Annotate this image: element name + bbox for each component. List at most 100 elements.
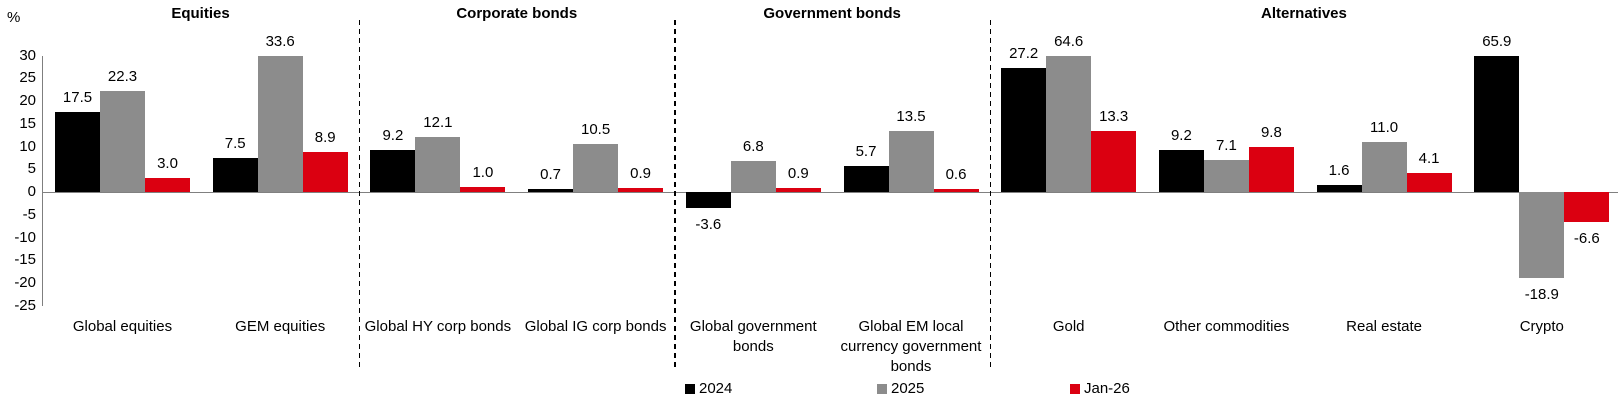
value-label: 13.3 bbox=[1099, 108, 1129, 126]
value-label: 33.6 bbox=[265, 32, 295, 50]
legend-swatch-icon bbox=[1070, 384, 1080, 394]
bar-2024 bbox=[1316, 184, 1362, 192]
category-label: Global equities bbox=[72, 318, 173, 335]
section-title: Equities bbox=[171, 5, 230, 22]
bar-Jan-26 bbox=[1091, 131, 1137, 192]
bar-2025 bbox=[1519, 192, 1565, 278]
bar-2025 bbox=[888, 130, 934, 192]
value-label: 0.9 bbox=[630, 164, 652, 182]
bar-Jan-26 bbox=[145, 178, 190, 192]
value-label: 1.6 bbox=[1328, 161, 1350, 179]
legend-item-2024: 2024 bbox=[685, 381, 732, 397]
y-tick-label: 30 bbox=[19, 46, 36, 64]
value-label: -18.9 bbox=[1524, 285, 1559, 303]
y-tick-label: 10 bbox=[19, 137, 36, 155]
bar-Jan-26 bbox=[775, 187, 821, 192]
y-tick-label: -15 bbox=[14, 251, 36, 269]
category-label: Gold bbox=[1052, 318, 1085, 335]
bar-Jan-26 bbox=[302, 151, 348, 192]
legend-swatch-icon bbox=[877, 384, 887, 394]
value-label: 10.5 bbox=[580, 121, 611, 139]
category-label: Global government bonds bbox=[689, 318, 817, 355]
value-label: 6.8 bbox=[742, 138, 764, 156]
value-label: 22.3 bbox=[107, 67, 138, 85]
y-tick-label: 0 bbox=[27, 183, 36, 200]
category-label: Global IG corp bonds bbox=[524, 318, 667, 335]
y-tick-label: 25 bbox=[19, 69, 36, 87]
value-label: 12.1 bbox=[423, 113, 453, 131]
y-tick-label: 5 bbox=[27, 160, 36, 178]
legend-label: 2024 bbox=[699, 380, 733, 397]
bar-Jan-26 bbox=[1564, 192, 1610, 223]
bar-2025 bbox=[415, 136, 461, 192]
bar-Jan-26 bbox=[1248, 147, 1294, 192]
legend-swatch-icon bbox=[685, 384, 695, 394]
category-label: Crypto bbox=[1519, 318, 1564, 335]
bar-2025 bbox=[1203, 159, 1249, 192]
bar-2025 bbox=[573, 144, 619, 192]
bar-2024 bbox=[1001, 68, 1047, 192]
y-tick-label: -20 bbox=[14, 274, 36, 291]
legend-label: 2025 bbox=[891, 380, 925, 397]
section-title: Government bonds bbox=[763, 5, 901, 22]
value-label: 7.5 bbox=[224, 134, 246, 152]
bar-2025 bbox=[257, 55, 303, 192]
category-label: Other commodities bbox=[1163, 318, 1290, 335]
bar-2024 bbox=[1474, 55, 1520, 192]
legend-item-2025: 2025 bbox=[877, 381, 924, 397]
bar-2024 bbox=[685, 192, 731, 209]
section-title: Alternatives bbox=[1260, 5, 1347, 22]
value-label: 9.8 bbox=[1260, 124, 1282, 142]
section-separator bbox=[359, 20, 361, 368]
value-label: 1.0 bbox=[472, 164, 494, 182]
y-tick-label: 15 bbox=[19, 114, 36, 132]
value-label: 8.9 bbox=[314, 128, 336, 146]
bar-Jan-26 bbox=[933, 189, 979, 192]
value-label: 4.1 bbox=[1418, 150, 1440, 168]
y-axis-line bbox=[42, 55, 44, 306]
value-label: 11.0 bbox=[1370, 118, 1399, 136]
bar-2024 bbox=[370, 150, 416, 192]
section-title: Corporate bonds bbox=[456, 5, 578, 22]
bar-Jan-26 bbox=[460, 187, 506, 192]
value-label: 17.5 bbox=[62, 89, 93, 107]
value-label: 9.2 bbox=[1170, 127, 1192, 145]
value-label: 65.9 bbox=[1482, 32, 1512, 50]
y-tick-label: 20 bbox=[19, 92, 36, 109]
bar-2025 bbox=[100, 90, 145, 192]
value-label: 0.6 bbox=[945, 166, 967, 184]
bar-Jan-26 bbox=[1406, 173, 1452, 192]
category-label: Real estate bbox=[1346, 318, 1423, 335]
bar-2025 bbox=[730, 161, 776, 192]
value-label: 5.7 bbox=[855, 143, 877, 161]
y-tick-label: -25 bbox=[14, 296, 36, 314]
value-label: -3.6 bbox=[695, 216, 722, 234]
bar-Jan-26 bbox=[618, 187, 664, 192]
category-label: Global HY corp bonds bbox=[364, 318, 512, 335]
bar-2024 bbox=[212, 157, 258, 192]
value-label: 0.9 bbox=[787, 164, 809, 182]
y-axis-unit-label: % bbox=[7, 9, 21, 26]
legend-item-Jan-26: Jan-26 bbox=[1070, 381, 1130, 397]
value-label: 64.6 bbox=[1054, 32, 1084, 50]
value-label: 13.5 bbox=[896, 107, 926, 125]
value-label: 27.2 bbox=[1009, 45, 1039, 63]
bar-2024 bbox=[55, 112, 100, 192]
section-separator bbox=[989, 20, 992, 368]
y-tick-label: -10 bbox=[14, 228, 36, 246]
bar-2024 bbox=[528, 188, 574, 192]
value-label: 0.7 bbox=[540, 165, 562, 183]
value-label: 7.1 bbox=[1215, 136, 1237, 154]
bar-2025 bbox=[1361, 141, 1407, 192]
bar-2025 bbox=[1046, 55, 1092, 192]
legend-label: Jan-26 bbox=[1084, 380, 1130, 397]
category-label: Global EM local currency government bond… bbox=[840, 318, 982, 375]
section-separator bbox=[674, 20, 676, 368]
zero-baseline bbox=[42, 192, 1618, 193]
bar-2024 bbox=[1158, 150, 1204, 192]
category-label: GEM equities bbox=[235, 318, 326, 335]
value-label: -6.6 bbox=[1573, 230, 1600, 248]
value-label: 9.2 bbox=[382, 127, 404, 145]
bar-2024 bbox=[843, 166, 889, 192]
